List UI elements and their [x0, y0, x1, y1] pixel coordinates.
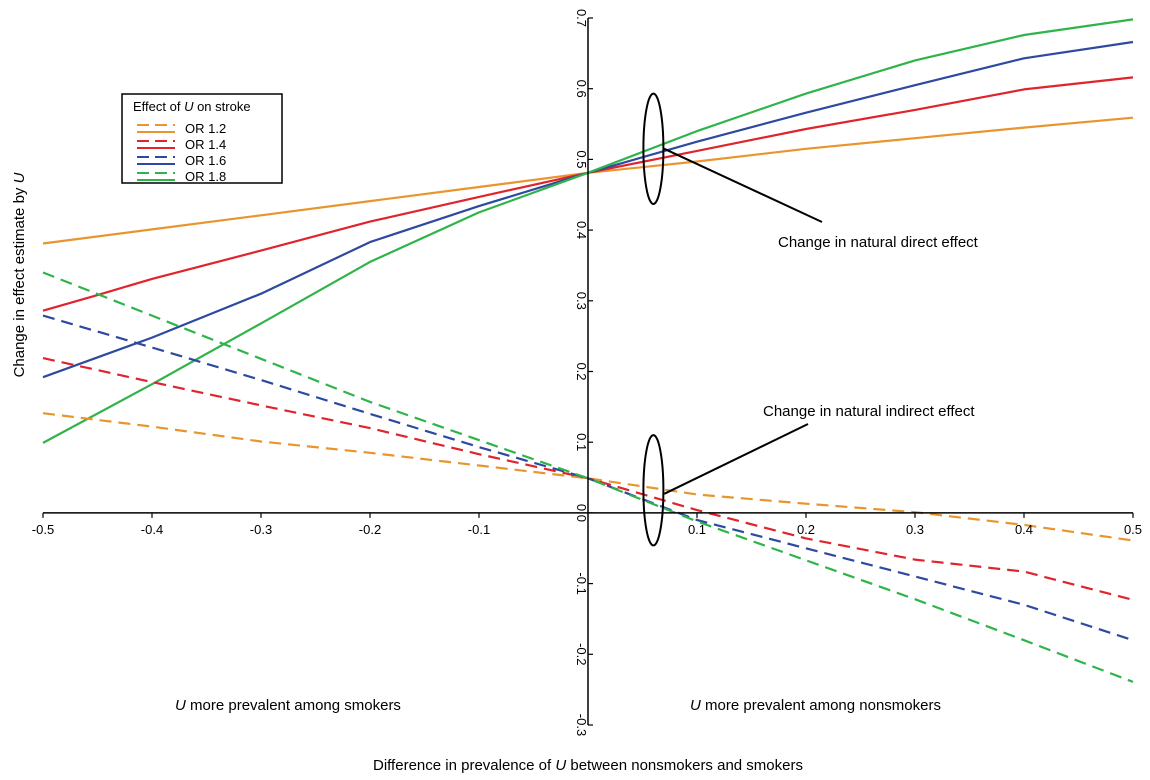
y-tick-label: 0.4	[574, 221, 589, 239]
series-natural-indirect-or-1-8	[42, 271, 1134, 683]
annotation-label-direct: Change in natural direct effect	[778, 234, 979, 251]
x-tick-label: -0.4	[141, 522, 163, 537]
y-tick-label: 0.6	[574, 80, 589, 98]
y-tick-label: 0.2	[574, 362, 589, 380]
x-tick-label: -0.2	[359, 522, 381, 537]
x-tick-label: 0.4	[1015, 522, 1033, 537]
y-tick-label: 0.1	[574, 433, 589, 451]
y-ticks: -0.3 -0.2 -0.1 0.0 0.1 0.2 0.3 0.4 0.5 0.6 0.7	[574, 9, 593, 736]
legend-label: OR 1.8	[185, 169, 226, 184]
legend-entries: OR 1.2OR 1.4OR 1.6OR 1.8	[137, 121, 226, 184]
region-label-smokers: U more prevalent among smokers	[175, 697, 401, 714]
y-tick-label: 0.3	[574, 292, 589, 310]
legend-label: OR 1.4	[185, 137, 226, 152]
x-tick-label: 0.1	[688, 522, 706, 537]
series-natural-direct-or-1-4	[42, 76, 1134, 312]
y-tick-label: -0.1	[574, 572, 589, 594]
region-label-nonsmokers: U more prevalent among nonsmokers	[690, 697, 941, 714]
legend-label: OR 1.6	[185, 153, 226, 168]
series-natural-indirect-or-1-2	[42, 412, 1134, 542]
x-tick-label: 0.2	[797, 522, 815, 537]
y-tick-label: -0.2	[574, 643, 589, 665]
annotation-pointer-indirect	[663, 423, 809, 495]
x-tick-label: -0.1	[468, 522, 490, 537]
annotation-pointer-direct	[663, 147, 823, 223]
y-axis-title: Change in effect estimate by U	[11, 172, 28, 377]
legend-title: Effect of U on stroke	[133, 99, 251, 114]
annotation-label-indirect: Change in natural indirect effect	[763, 403, 975, 420]
annotation-ellipse-indirect	[642, 434, 665, 547]
y-tick-label: 0.0	[574, 504, 589, 522]
x-tick-label: -0.5	[32, 522, 54, 537]
annotations: Change in natural direct effect Change i…	[642, 92, 979, 547]
y-tick-label: 0.5	[574, 150, 589, 168]
legend-box	[121, 93, 283, 184]
annotation-ellipse-direct	[642, 92, 665, 205]
y-tick-label: 0.7	[574, 9, 589, 27]
x-axis-title: Difference in prevalence of U between no…	[373, 757, 803, 774]
legend: Effect of U on stroke OR 1.2OR 1.4OR 1.6…	[121, 93, 283, 184]
x-tick-label: -0.3	[250, 522, 272, 537]
legend-label: OR 1.2	[185, 121, 226, 136]
y-tick-label: -0.3	[574, 714, 589, 736]
x-tick-label: 0.5	[1124, 522, 1142, 537]
x-tick-label: 0.3	[906, 522, 924, 537]
x-ticks: -0.5 -0.4 -0.3 -0.2 -0.1 0.1 0.2 0.3 0.4 0.5	[32, 512, 1142, 537]
